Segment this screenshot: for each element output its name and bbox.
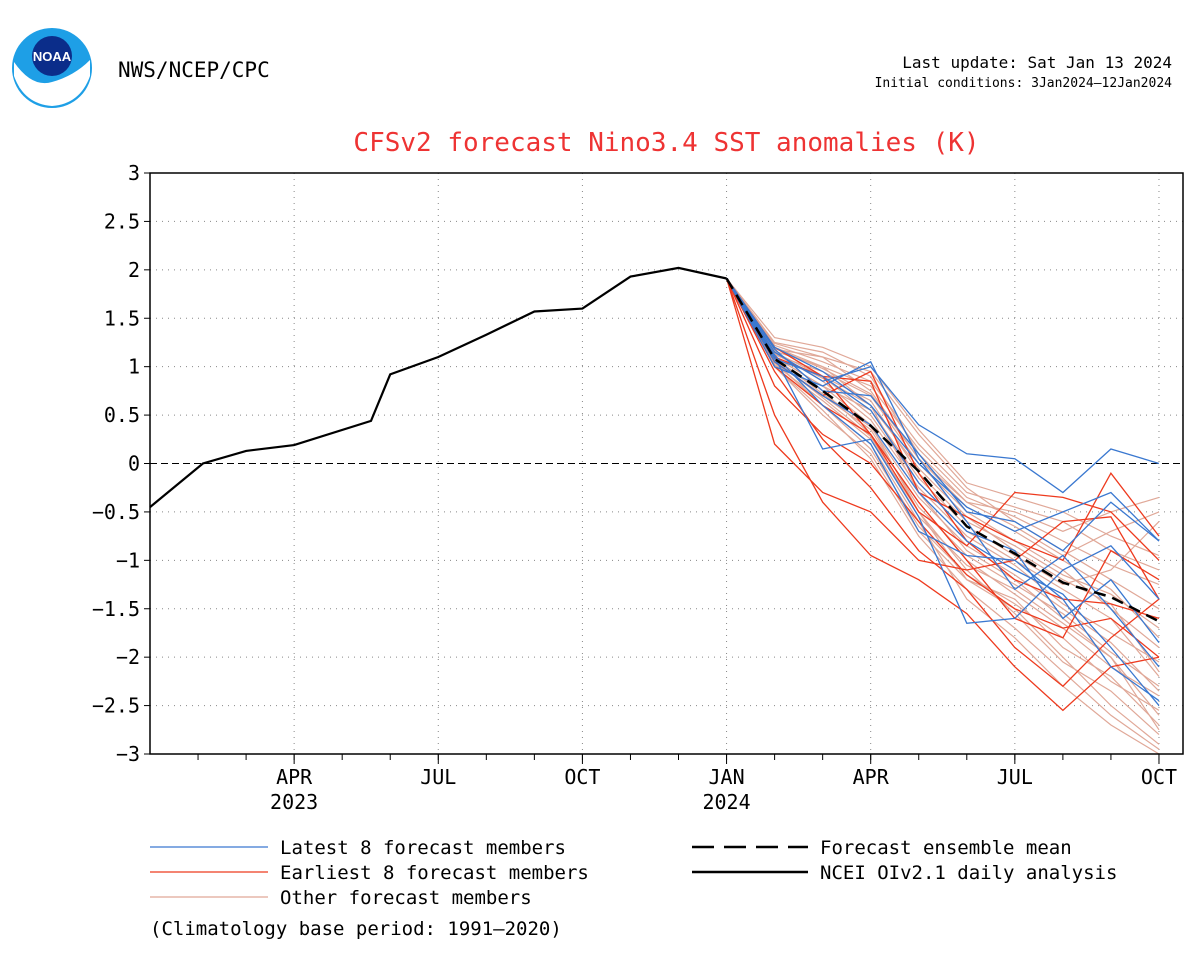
- grid-lines: [150, 173, 1183, 754]
- noaa-logo: NOAA: [12, 28, 92, 108]
- x-tick-label: OCT: [1141, 765, 1177, 789]
- y-tick-label: −1.5: [92, 597, 140, 621]
- earliest-member-line: [726, 278, 1160, 639]
- latest-member-line: [726, 278, 1160, 643]
- other-member-line: [726, 278, 1160, 557]
- y-tick-label: 2: [128, 258, 140, 282]
- y-tick-label: 1.5: [104, 306, 140, 330]
- legend-label-mean: Forecast ensemble mean: [820, 837, 1072, 859]
- last-update-label: Last update: Sat Jan 13 2024: [902, 53, 1172, 72]
- latest-member-line: [726, 278, 1160, 494]
- latest-member-line: [726, 278, 1160, 552]
- y-tick-label: 2.5: [104, 209, 140, 233]
- other-member-line: [726, 278, 1160, 711]
- other-member-line: [726, 278, 1160, 557]
- y-axis-ticks: 3 2.5 2 1.5 1 0.5 0 −0.5 −1 −1.5 −2 −2.5 −3: [92, 161, 150, 766]
- legend-label-analysis: NCEI OIv2.1 daily analysis: [820, 862, 1117, 884]
- other-member-line: [726, 278, 1160, 663]
- other-member-line: [726, 278, 1160, 586]
- earliest-member-line: [726, 278, 1160, 561]
- chart-title: CFSv2 forecast Nino3.4 SST anomalies (K): [353, 128, 980, 158]
- y-tick-label: −1: [116, 548, 140, 572]
- earliest-member-line: [726, 278, 1160, 658]
- x-tick-label: APR: [853, 765, 890, 789]
- legend-label-earliest: Earliest 8 forecast members: [280, 862, 589, 884]
- x-tick-label: JUL: [997, 765, 1033, 789]
- latest-member-line: [726, 278, 1160, 542]
- y-tick-label: −3: [116, 742, 140, 766]
- organization-label: NWS/NCEP/CPC: [118, 58, 270, 82]
- earliest-member-line: [725, 278, 1160, 600]
- y-tick-label: −0.5: [92, 500, 140, 524]
- y-tick-label: 1: [128, 355, 140, 379]
- other-member-line: [726, 278, 1160, 610]
- y-tick-label: 0: [128, 452, 140, 476]
- climatology-footnote: (Climatology base period: 1991—2020): [150, 918, 562, 940]
- x-tick-label: JUL: [420, 765, 456, 789]
- other-member-line: [726, 278, 1160, 639]
- x-tick-label: JAN: [708, 765, 744, 789]
- y-tick-label: −2: [116, 645, 140, 669]
- x-tick-year-label: 2024: [702, 790, 750, 814]
- y-tick-label: −2.5: [92, 694, 140, 718]
- earliest-member-line: [725, 278, 1160, 712]
- y-tick-label: 3: [128, 161, 140, 185]
- plot-frame: [149, 172, 1184, 755]
- forecast-members: [725, 278, 1160, 755]
- other-member-line: [726, 278, 1160, 532]
- legend-label-other: Other forecast members: [280, 887, 532, 909]
- other-member-line: [726, 278, 1160, 750]
- y-tick-label: 0.5: [104, 403, 140, 427]
- legend: Latest 8 forecast members Earliest 8 fore…: [150, 837, 1117, 909]
- initial-conditions-label: Initial conditions: 3Jan2024—12Jan2024: [874, 76, 1172, 91]
- ensemble-mean-line: [725, 277, 1160, 623]
- earliest-member-line: [726, 278, 1160, 620]
- other-member-line: [726, 278, 1160, 673]
- latest-member-line: [726, 278, 1160, 702]
- x-tick-label: OCT: [564, 765, 600, 789]
- other-member-line: [726, 278, 1160, 586]
- latest-member-line: [726, 278, 1160, 624]
- other-member-line: [726, 278, 1160, 571]
- x-tick-label: APR: [276, 765, 313, 789]
- analysis-line: [149, 266, 727, 508]
- legend-label-latest: Latest 8 forecast members: [280, 837, 566, 859]
- main-lines: [149, 266, 1160, 623]
- noaa-logo-text: NOAA: [33, 49, 72, 64]
- x-tick-year-label: 2023: [270, 790, 318, 814]
- latest-member-line: [726, 278, 1160, 707]
